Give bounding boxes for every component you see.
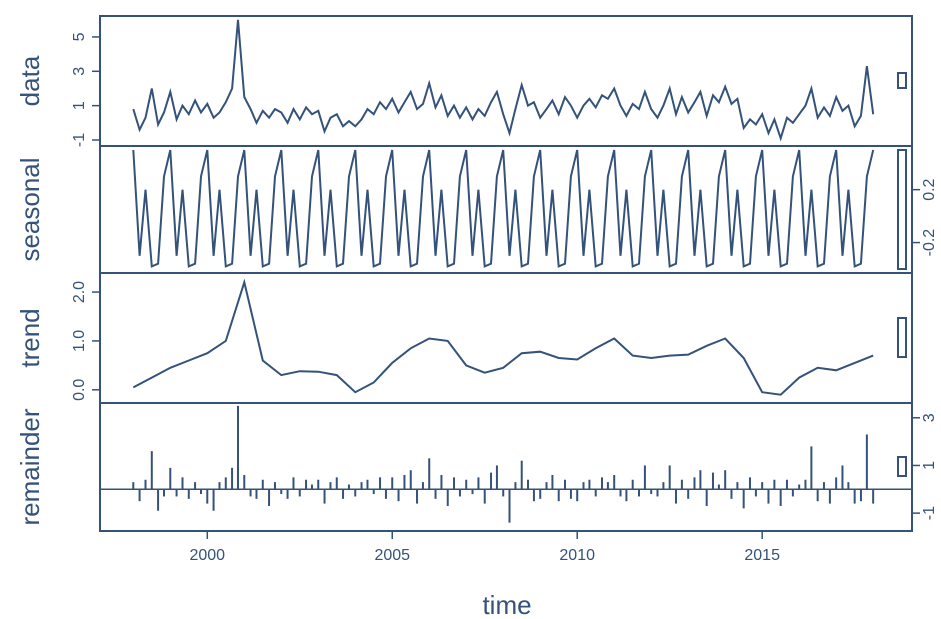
x-tick-label: 2015 [744,547,780,564]
line [132,278,874,396]
x-tick-label: 2010 [559,547,595,564]
scale-bar [897,72,907,89]
x-axis-label: time [482,590,531,619]
scale-bar [897,317,907,358]
panel-label: data [15,55,45,106]
line [132,149,875,268]
y-tick-label: 2.0 [71,281,88,303]
scale-bar [897,456,907,477]
panel-label: seasonal [15,157,45,261]
scale-bar [897,149,907,270]
y-tick-label: 3 [921,413,938,422]
y-tick-label: -0.2 [921,229,938,257]
y-tick-label: 1.0 [71,330,88,352]
y-tick-label: 5 [71,32,88,41]
y-tick-label: 1 [71,101,88,110]
line [132,19,875,142]
y-tick-label: 3 [71,67,88,76]
scale-bars [897,72,907,477]
x-tick-label: 2000 [189,547,225,564]
panel-frame [99,402,913,532]
x-tick-label: 2005 [374,547,410,564]
y-tick-label: 0.2 [921,178,938,200]
panel-label: trend [15,308,45,367]
y-tick-label: 0.0 [71,379,88,401]
panel-label: remainder [15,408,45,525]
panel-frame [99,15,913,147]
y-tick-label: -1 [71,133,88,147]
y-tick-label: -1 [921,506,938,520]
y-tick-label: 1 [921,461,938,470]
panel-frame [99,272,913,404]
